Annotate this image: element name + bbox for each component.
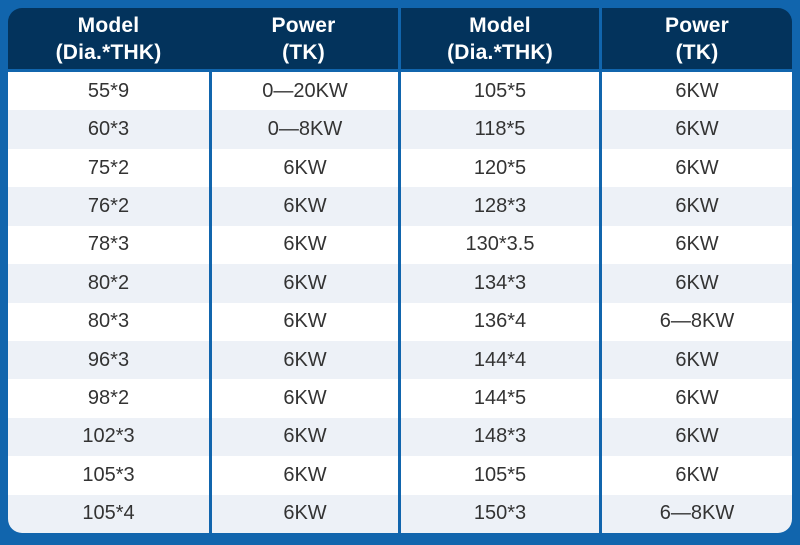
header-subtitle: (TK) <box>675 40 719 64</box>
model-cell: 105*5 <box>398 456 599 495</box>
model-cell: 105*5 <box>398 72 599 111</box>
power-cell: 6KW <box>209 302 398 341</box>
power-cell: 6KW <box>209 340 398 380</box>
table-row: 105*3 6KW 105*5 6KW <box>8 456 792 495</box>
table-row: 60*3 0—8KW 118*5 6KW <box>8 110 792 149</box>
table-row: 96*3 6KW 144*4 6KW <box>8 340 792 380</box>
model-cell: 96*3 <box>87 348 130 371</box>
model-cell: 76*2 <box>87 194 130 217</box>
table-row: 75*2 6KW 120*5 6KW <box>8 148 792 188</box>
model-cell: 144*5 <box>398 379 599 418</box>
power-cell: 6KW <box>599 110 792 149</box>
power-cell: 6KW <box>599 225 792 265</box>
header-cell-model-left: Model (Dia.*THK) <box>8 8 209 69</box>
power-cell: 6KW <box>209 494 398 533</box>
table-row: 55*9 0—20KW 105*5 6KW <box>8 72 792 111</box>
table-row: 76*2 6KW 128*3 6KW <box>8 187 792 226</box>
model-cell: 120*5 <box>398 148 599 188</box>
power-cell: 6KW <box>209 187 398 226</box>
power-cell: 6KW <box>209 456 398 495</box>
header-cell-power-left: Power (TK) <box>209 8 398 69</box>
table-row: 80*2 6KW 134*3 6KW <box>8 264 792 303</box>
power-cell: 0—20KW <box>209 72 398 111</box>
header-subtitle: (Dia.*THK) <box>55 40 162 64</box>
model-cell: 78*3 <box>87 233 130 256</box>
model-cell: 80*3 <box>87 310 130 333</box>
model-cell: 128*3 <box>398 187 599 226</box>
model-cell: 75*2 <box>87 156 130 179</box>
model-cell: 150*3 <box>398 494 599 533</box>
power-cell: 6KW <box>599 340 792 380</box>
header-title: Power <box>271 13 336 37</box>
model-cell: 105*4 <box>82 502 135 525</box>
header-subtitle: (TK) <box>282 40 325 64</box>
model-cell: 102*3 <box>82 425 135 448</box>
header-title: Model <box>469 13 531 37</box>
power-cell: 6KW <box>209 264 398 303</box>
model-cell: 80*2 <box>87 271 130 294</box>
header-cell-power-right: Power (TK) <box>599 8 792 69</box>
table-row: 105*4 6KW 150*3 6—8KW <box>8 494 792 533</box>
power-cell: 0—8KW <box>209 110 398 149</box>
power-cell: 6KW <box>209 225 398 265</box>
power-cell: 6—8KW <box>599 302 792 341</box>
power-cell: 6KW <box>209 148 398 188</box>
model-cell: 55*9 <box>87 79 130 102</box>
power-cell: 6KW <box>599 417 792 457</box>
model-cell: 134*3 <box>398 264 599 303</box>
power-cell: 6KW <box>209 417 398 457</box>
table-row: 98*2 6KW 144*5 6KW <box>8 379 792 418</box>
table-row: 102*3 6KW 148*3 6KW <box>8 417 792 457</box>
header-title: Model <box>77 13 140 37</box>
power-cell: 6KW <box>209 379 398 418</box>
power-cell: 6KW <box>599 148 792 188</box>
header-subtitle: (Dia.*THK) <box>447 40 553 64</box>
table-body: 55*9 0—20KW 105*5 6KW 60*3 0—8KW 118*5 6KW 75*2 6… <box>8 72 792 533</box>
model-cell: 130*3.5 <box>398 225 599 265</box>
spec-table: Model (Dia.*THK) Power (TK) Model (Dia.*… <box>8 8 792 533</box>
model-cell: 105*3 <box>82 463 135 486</box>
model-cell: 144*4 <box>398 340 599 380</box>
table-header-row: Model (Dia.*THK) Power (TK) Model (Dia.*… <box>8 8 792 72</box>
power-cell: 6KW <box>599 187 792 226</box>
power-cell: 6KW <box>599 72 792 111</box>
table-row: 78*3 6KW 130*3.5 6KW <box>8 225 792 265</box>
model-cell: 118*5 <box>398 110 599 149</box>
table-row: 80*3 6KW 136*4 6—8KW <box>8 302 792 341</box>
power-cell: 6KW <box>599 264 792 303</box>
power-cell: 6—8KW <box>599 494 792 533</box>
power-cell: 6KW <box>599 379 792 418</box>
model-cell: 148*3 <box>398 417 599 457</box>
model-cell: 98*2 <box>87 387 130 410</box>
power-cell: 6KW <box>599 456 792 495</box>
header-title: Power <box>664 13 730 37</box>
header-cell-model-right: Model (Dia.*THK) <box>398 8 599 69</box>
model-cell: 60*3 <box>87 118 130 141</box>
model-cell: 136*4 <box>398 302 599 341</box>
